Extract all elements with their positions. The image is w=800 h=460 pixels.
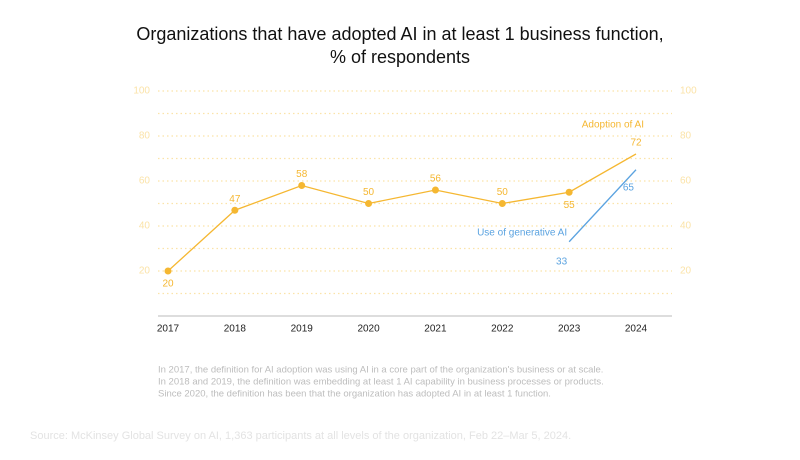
data-label: 55 (564, 200, 576, 211)
point (431, 186, 439, 194)
y-tick-label: 100 (133, 86, 150, 97)
data-label: 58 (296, 169, 308, 180)
y2-tick-label: 20 (680, 266, 692, 277)
point (498, 200, 506, 207)
data-label: 47 (229, 194, 241, 205)
y2-tick-label: 40 (680, 221, 692, 232)
y-tick-label: 20 (139, 266, 151, 277)
y-tick-label: 60 (139, 176, 151, 187)
legend-label: Use of generative AI (477, 227, 567, 238)
source: Source: McKinsey Global Survey on AI, 1,… (30, 430, 571, 442)
y-tick-label: 40 (139, 221, 151, 232)
x-tick-label: 2017 (157, 324, 180, 335)
data-label: 65 (623, 182, 635, 193)
x-tick-label: 2020 (357, 324, 380, 335)
x-tick-label: 2024 (625, 324, 648, 335)
x-tick-label: 2023 (558, 324, 581, 335)
chart-title: Organizations that have adopted AI in at… (136, 24, 663, 44)
data-label: 50 (363, 187, 375, 198)
x-tick-label: 2018 (224, 324, 247, 335)
y2-tick-label: 60 (680, 176, 692, 187)
x-tick-label: 2019 (291, 324, 314, 335)
footnote: In 2018 and 2019, the definition was emb… (158, 377, 604, 388)
y-tick-label: 80 (139, 131, 151, 142)
y2-tick-label: 100 (680, 86, 697, 97)
data-label: 20 (162, 279, 174, 290)
data-label: 33 (556, 256, 568, 267)
point (164, 267, 172, 275)
footnote: Since 2020, the definition has been that… (158, 389, 551, 400)
legend-label: Adoption of AI (582, 120, 644, 131)
point (365, 200, 373, 207)
series-line (167, 153, 637, 272)
x-tick-label: 2021 (424, 324, 447, 335)
data-label: 72 (630, 138, 642, 149)
point (565, 188, 573, 196)
y2-tick-label: 80 (680, 131, 692, 142)
series-line (568, 169, 637, 243)
point (231, 206, 239, 214)
x-tick-label: 2022 (491, 324, 514, 335)
point (298, 182, 306, 189)
data-label: 50 (497, 187, 509, 198)
data-label: 56 (430, 174, 442, 185)
chart-title: % of respondents (330, 47, 470, 67)
footnote: In 2017, the definition for AI adoption … (158, 365, 603, 376)
